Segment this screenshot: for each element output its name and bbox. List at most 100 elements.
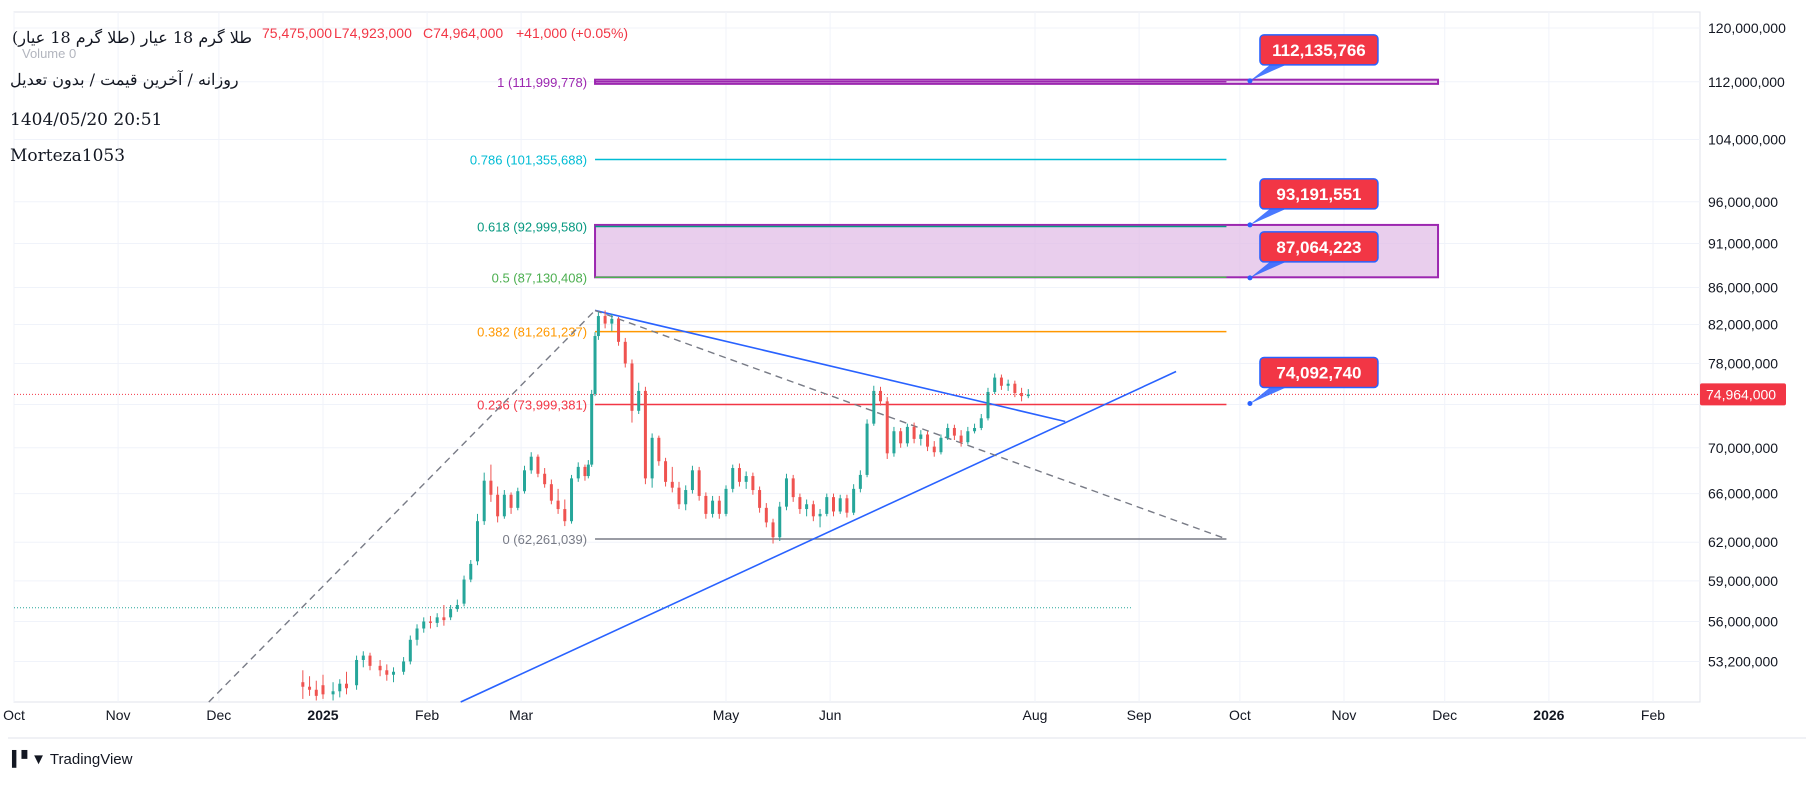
candle-body xyxy=(704,495,708,514)
candle-body xyxy=(442,617,446,621)
volume-value: 0 xyxy=(69,46,77,61)
candle-body xyxy=(509,494,513,508)
candle-body xyxy=(831,497,835,512)
fib-level-label: 0.382 (81,261,237) xyxy=(477,325,587,340)
candle-body xyxy=(879,390,883,402)
candle-body xyxy=(946,427,950,438)
candle-body xyxy=(408,639,412,662)
y-axis-tick-label: 59,000,000 xyxy=(1708,573,1778,589)
x-axis-tick-label: Nov xyxy=(1332,707,1357,723)
fib-level-label: 0 (62,261,039) xyxy=(502,532,587,547)
candle-body xyxy=(778,506,782,538)
candle-body xyxy=(496,494,500,517)
fib-level-label: 0.618 (92,999,580) xyxy=(477,220,587,235)
candle-body xyxy=(529,456,533,471)
tradingview-name: TradingView xyxy=(49,750,133,768)
volume-legend[interactable]: Volume 0 xyxy=(22,46,76,61)
x-axis-tick-label: Jun xyxy=(819,707,842,723)
candle-body xyxy=(798,497,802,510)
candle-body xyxy=(428,621,432,623)
x-axis-tick-label: Feb xyxy=(1641,707,1665,723)
symbol-title: (طلا گرم 18 عیار (طلا گرم 18 عیار xyxy=(12,28,253,47)
y-axis-tick-label: 96,000,000 xyxy=(1708,194,1778,210)
candle-body xyxy=(308,686,312,690)
trendline xyxy=(460,370,1177,703)
trendline-dashed xyxy=(594,309,1227,540)
y-axis-tick-label: 70,000,000 xyxy=(1708,440,1778,456)
y-axis-tick-label: 82,000,000 xyxy=(1708,317,1778,333)
candle-body xyxy=(361,655,365,660)
candle-body xyxy=(892,431,896,454)
candle-body xyxy=(502,494,506,517)
candle-body xyxy=(392,671,396,675)
candle-body xyxy=(556,500,560,510)
candle-body xyxy=(489,480,493,495)
candle-body xyxy=(885,401,889,454)
tradingview-logo-icon: ▍▘▼ xyxy=(12,751,46,768)
candle-body xyxy=(536,456,540,474)
x-axis-tick-label: Sep xyxy=(1127,707,1152,723)
candle-body xyxy=(301,682,305,687)
candle-body xyxy=(684,490,688,505)
ohlc-change: +41,000 (+0.05%) xyxy=(516,25,629,41)
callout-pointer xyxy=(1249,64,1286,81)
candle-body xyxy=(593,336,597,395)
candle-body xyxy=(731,468,735,489)
callout-anchor xyxy=(1247,78,1253,84)
candle-body xyxy=(338,683,342,692)
volume-label: Volume xyxy=(22,46,66,61)
candle-body xyxy=(516,491,520,508)
fib-level-label: 0.5 (87,130,408) xyxy=(492,270,587,285)
callout-label: 93,191,551 xyxy=(1276,185,1361,204)
callout-anchor xyxy=(1247,222,1253,228)
fib-level-label: 0.236 (73,999,381) xyxy=(477,397,587,412)
candle-body xyxy=(737,468,741,482)
plot-frame xyxy=(13,11,1701,703)
candle-body xyxy=(926,434,930,447)
tradingview-watermark[interactable]: ▍▘▼ TradingView xyxy=(12,750,133,769)
candle-body xyxy=(1020,392,1024,397)
candle-body xyxy=(1013,383,1017,393)
candle-body xyxy=(314,689,318,696)
ohlc-close: C74,964,000 xyxy=(423,25,504,41)
candle-body xyxy=(791,478,795,498)
candle-body xyxy=(865,423,869,475)
y-axis-tick-label: 120,000,000 xyxy=(1708,20,1786,36)
candle-body xyxy=(690,470,694,491)
candle-body xyxy=(570,478,574,522)
candle-body xyxy=(378,665,382,671)
callout-anchor xyxy=(1247,275,1253,281)
candle-body xyxy=(475,521,479,562)
candle-body xyxy=(751,476,755,491)
candle-body xyxy=(415,628,419,640)
callout-pointer xyxy=(1249,261,1286,278)
candle-body xyxy=(596,316,600,337)
candle-body xyxy=(586,464,590,477)
candle-body xyxy=(543,473,547,485)
candle-body xyxy=(355,659,359,686)
candle-body xyxy=(912,426,916,439)
candle-body xyxy=(610,318,614,324)
candle-body xyxy=(670,481,674,488)
candle-body xyxy=(677,487,681,505)
candle-body xyxy=(1026,394,1030,397)
x-axis-tick-label: Dec xyxy=(1432,707,1457,723)
candle-body xyxy=(482,480,486,522)
candle-body xyxy=(664,461,668,482)
candle-body xyxy=(422,621,426,629)
candle-body xyxy=(717,500,721,514)
y-axis-tick-label: 104,000,000 xyxy=(1708,131,1786,147)
x-axis-tick-label: Oct xyxy=(3,707,25,723)
candle-body xyxy=(852,488,856,513)
trendline-dashed xyxy=(208,309,596,703)
candle-body xyxy=(919,434,923,439)
y-axis-tick-label: 78,000,000 xyxy=(1708,355,1778,371)
callout-box xyxy=(1259,34,1379,66)
y-axis-tick-label: 91,000,000 xyxy=(1708,235,1778,251)
candle-body xyxy=(825,497,829,514)
x-axis-tick-label: Aug xyxy=(1023,707,1048,723)
candle-body xyxy=(623,341,627,364)
last-price-tag xyxy=(1700,383,1786,406)
